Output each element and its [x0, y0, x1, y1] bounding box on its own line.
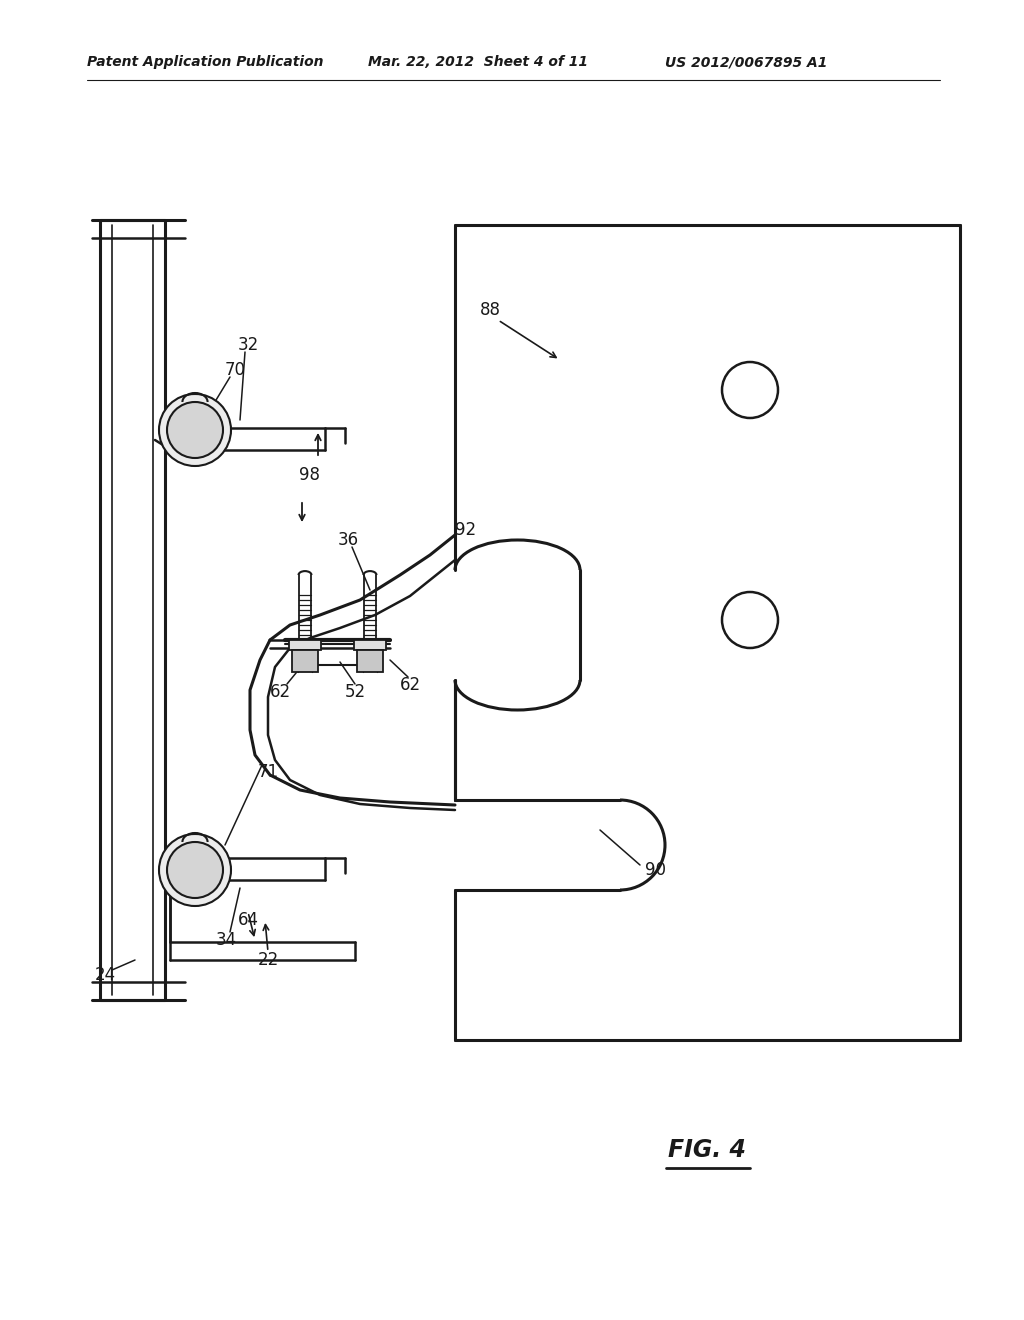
Text: 32: 32	[238, 337, 259, 354]
Bar	[289, 640, 321, 649]
Text: 62: 62	[269, 682, 291, 701]
Circle shape	[167, 842, 223, 898]
Text: 90: 90	[645, 861, 666, 879]
Text: 98: 98	[299, 466, 321, 484]
Text: FIG. 4: FIG. 4	[668, 1138, 746, 1162]
Circle shape	[167, 403, 223, 458]
Bar	[354, 640, 386, 649]
Bar	[292, 649, 318, 672]
Text: US 2012/0067895 A1: US 2012/0067895 A1	[665, 55, 827, 69]
Text: Patent Application Publication: Patent Application Publication	[87, 55, 324, 69]
Text: 70: 70	[224, 360, 246, 379]
Text: 24: 24	[94, 966, 116, 983]
Bar	[357, 649, 383, 672]
Text: 71: 71	[257, 763, 279, 781]
Text: 22: 22	[257, 950, 279, 969]
Text: 92: 92	[455, 521, 476, 539]
Text: Mar. 22, 2012  Sheet 4 of 11: Mar. 22, 2012 Sheet 4 of 11	[368, 55, 588, 69]
Text: 62: 62	[399, 676, 421, 694]
Text: 64: 64	[238, 911, 258, 929]
Circle shape	[159, 393, 231, 466]
Text: 36: 36	[338, 531, 358, 549]
Circle shape	[159, 834, 231, 906]
Text: 34: 34	[215, 931, 237, 949]
Text: 88: 88	[479, 301, 501, 319]
Text: 52: 52	[344, 682, 366, 701]
